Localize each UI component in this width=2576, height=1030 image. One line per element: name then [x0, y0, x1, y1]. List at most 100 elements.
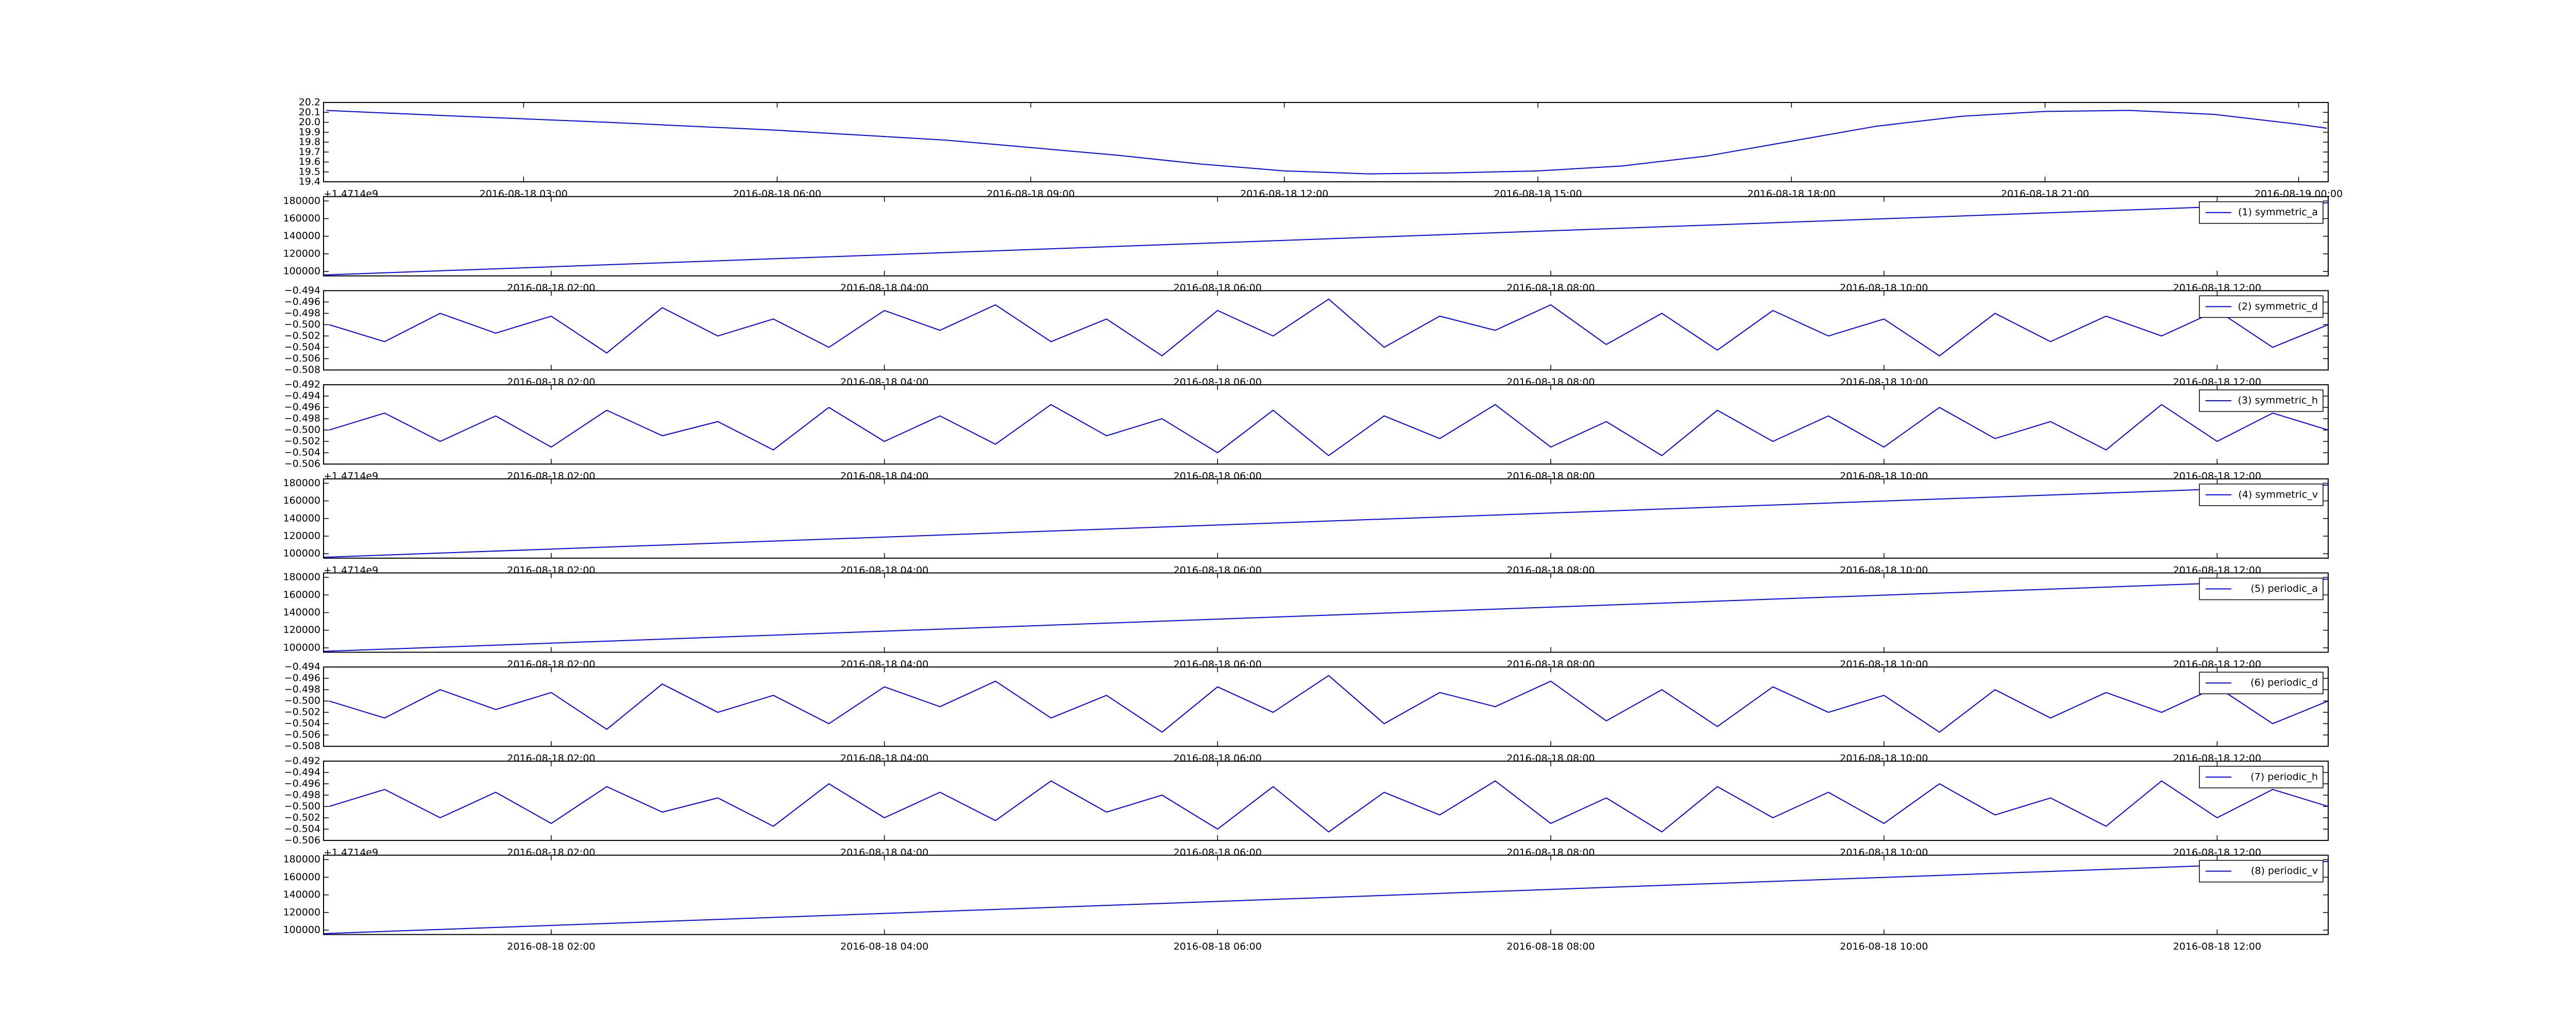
y-tick-label: −0.498: [284, 307, 320, 319]
axes-frame: [323, 478, 2329, 559]
line: [326, 110, 2327, 175]
y-tick-label: −0.502: [284, 707, 320, 718]
x-tick-label: 2016-08-18 21:00: [2001, 188, 2089, 200]
y-tick-label: 120000: [283, 530, 320, 542]
y-tick-label: −0.494: [284, 661, 320, 673]
y-tick-label: 160000: [283, 871, 320, 883]
y-tick-label: −0.492: [284, 379, 320, 390]
legend-label: (2) symmetric_d: [2238, 301, 2318, 312]
legend-label: (1) symmetric_a: [2238, 207, 2318, 218]
axes-frame: [323, 666, 2329, 747]
y-tick-label: −0.500: [284, 695, 320, 707]
y-tick-label: 140000: [283, 889, 320, 900]
y-tick-label: −0.502: [284, 330, 320, 341]
y-tick-label: 100000: [283, 548, 320, 559]
x-tick-label: 2016-08-18 09:00: [987, 188, 1075, 200]
y-tick-label: −0.506: [284, 353, 320, 364]
y-tick-label: 19.8: [299, 136, 320, 148]
y-tick-label: 19.6: [299, 156, 320, 167]
y-tick-label: 180000: [283, 572, 320, 583]
x-tick-label: 2016-08-18 18:00: [1748, 188, 1836, 200]
legend-label: (5) periodic_a: [2251, 583, 2318, 594]
x-tick-label: 2016-08-18 15:00: [1494, 188, 1582, 200]
y-tick-label: −0.498: [284, 413, 320, 424]
y-tick-label: −0.496: [284, 673, 320, 684]
y-tick-label: 180000: [283, 854, 320, 865]
y-tick-label: −0.502: [284, 436, 320, 447]
y-tick-label: −0.508: [284, 741, 320, 752]
legend-label: (8) periodic_v: [2251, 865, 2318, 877]
axes-frame: [323, 290, 2329, 371]
y-tick-label: −0.494: [284, 390, 320, 402]
y-tick-label: −0.506: [284, 729, 320, 741]
y-tick-label: 19.5: [299, 166, 320, 177]
y-tick-label: −0.496: [284, 296, 320, 307]
x-tick-label: 2016-08-18 06:00: [1174, 941, 1262, 952]
y-tick-label: −0.504: [284, 447, 320, 458]
y-tick-label: 100000: [283, 924, 320, 936]
y-tick-label: 120000: [283, 624, 320, 636]
y-tick-label: −0.496: [284, 402, 320, 413]
legend-label: (3) symmetric_h: [2238, 395, 2318, 406]
y-tick-label: 20.2: [299, 97, 320, 108]
y-tick-label: 19.9: [299, 126, 320, 138]
line: [329, 298, 2329, 356]
y-tick-label: 160000: [283, 589, 320, 600]
axes-frame: [323, 384, 2329, 465]
y-tick-label: −0.504: [284, 823, 320, 834]
y-tick-label: 20.1: [299, 107, 320, 118]
line: [323, 861, 2329, 934]
axes-frame: [323, 760, 2329, 841]
x-tick-label: 2016-08-18 10:00: [1840, 941, 1928, 952]
y-tick-label: −0.500: [284, 800, 320, 812]
line: [323, 484, 2329, 558]
x-tick-label: 2016-08-19 00:00: [2255, 188, 2343, 200]
y-tick-label: −0.504: [284, 341, 320, 353]
y-tick-label: −0.498: [284, 789, 320, 800]
y-tick-label: −0.496: [284, 778, 320, 789]
offset-text: +1.4714e9: [324, 188, 378, 200]
y-tick-label: 180000: [283, 477, 320, 489]
x-tick-label: 2016-08-18 04:00: [840, 941, 928, 952]
y-tick-label: 100000: [283, 642, 320, 653]
y-tick-label: −0.494: [284, 285, 320, 296]
axes-frame: [323, 102, 2329, 182]
y-tick-label: −0.492: [284, 755, 320, 766]
y-tick-label: 120000: [283, 906, 320, 918]
line: [323, 202, 2329, 276]
x-tick-label: 2016-08-18 12:00: [1240, 188, 1328, 200]
y-tick-label: −0.500: [284, 319, 320, 330]
x-tick-label: 2016-08-18 03:00: [480, 188, 568, 200]
x-tick-label: 2016-08-18 12:00: [2173, 941, 2261, 952]
y-tick-label: −0.506: [284, 834, 320, 846]
legend-label: (6) periodic_d: [2250, 677, 2318, 689]
y-tick-label: 180000: [283, 195, 320, 207]
y-tick-label: −0.508: [284, 364, 320, 375]
y-tick-label: 19.4: [299, 176, 320, 187]
line: [329, 780, 2329, 833]
x-tick-label: 2016-08-18 02:00: [507, 941, 595, 952]
y-tick-label: −0.494: [284, 766, 320, 778]
x-tick-label: 2016-08-18 08:00: [1506, 941, 1595, 952]
offset-text: +1.4714e9: [324, 471, 378, 482]
y-tick-label: 140000: [283, 607, 320, 618]
subplot: 19.419.519.619.719.819.920.020.120.2 2016…: [299, 97, 2343, 200]
axes-frame: [323, 572, 2329, 653]
offset-text: +1.4714e9: [324, 564, 378, 576]
y-tick-label: 100000: [283, 266, 320, 277]
line: [329, 404, 2329, 456]
y-tick-label: −0.502: [284, 812, 320, 823]
y-tick-label: 160000: [283, 213, 320, 224]
line: [323, 578, 2329, 652]
y-tick-label: −0.506: [284, 458, 320, 470]
y-tick-label: −0.500: [284, 424, 320, 436]
axes-frame: [323, 196, 2329, 277]
y-tick-label: 19.7: [299, 146, 320, 158]
y-tick-label: 140000: [283, 230, 320, 242]
axes-frame: [323, 854, 2329, 935]
legend-label: (4) symmetric_v: [2238, 489, 2318, 500]
legend-label: (7) periodic_h: [2250, 771, 2318, 782]
